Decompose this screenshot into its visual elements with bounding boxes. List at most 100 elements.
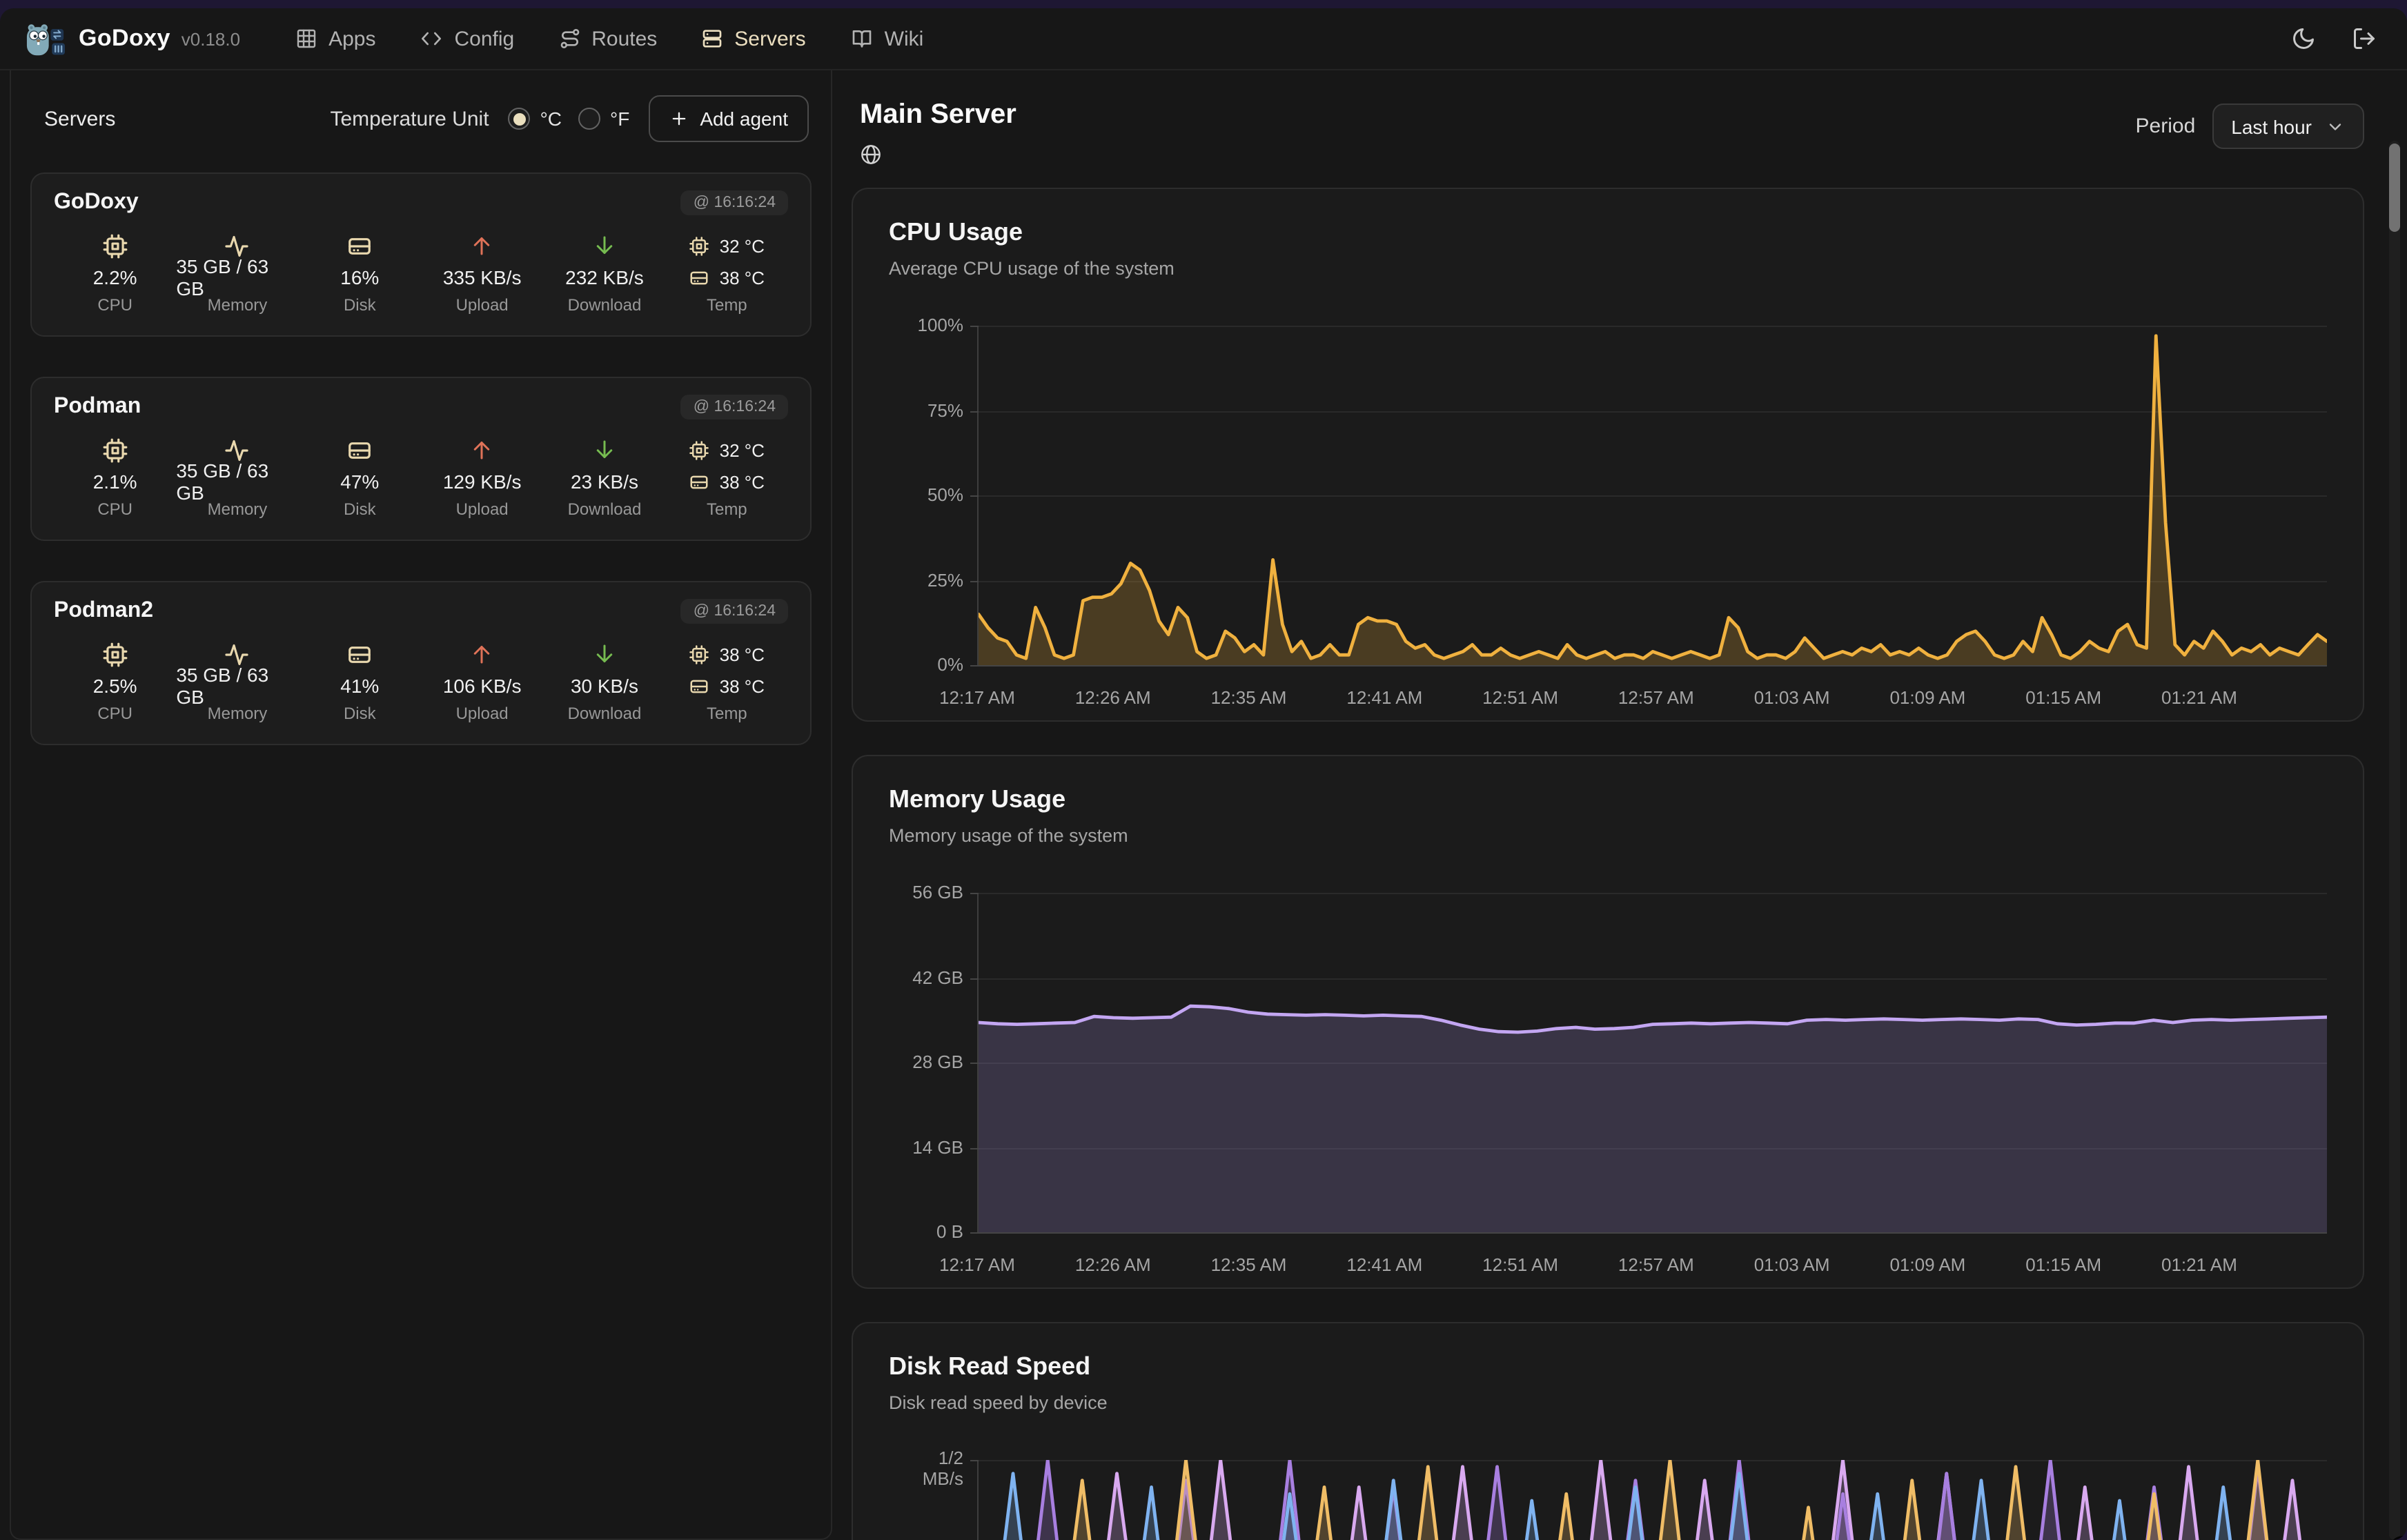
route-icon (558, 28, 580, 50)
gridline (970, 1460, 2327, 1461)
gridline (970, 495, 2327, 497)
disk-temp-value: 38 °C (719, 267, 765, 288)
server-timestamp-badge: @ 16:16:24 (680, 599, 788, 624)
disk-value: 47% (340, 471, 380, 493)
add-agent-button[interactable]: Add agent (649, 95, 809, 142)
y-axis-tick-label: 56 GB (912, 882, 963, 902)
moon-icon (2291, 26, 2316, 51)
logout-icon (2352, 26, 2377, 51)
cpu-temp-value: 32 °C (719, 235, 765, 256)
x-axis-tick-label: 12:57 AM (1618, 687, 1694, 708)
server-card[interactable]: Podman2 @ 16:16:24 2.5% CPU 35 GB / 63 G… (30, 581, 812, 745)
disk-label: Disk (343, 704, 376, 723)
memory-usage-card: Memory Usage Memory usage of the system … (852, 755, 2364, 1289)
server-card[interactable]: Podman @ 16:16:24 2.1% CPU 35 GB / 63 GB… (30, 377, 812, 541)
godoxy-gopher-logo-icon (25, 19, 66, 58)
period-label: Period (2135, 115, 2196, 138)
upload-label: Upload (455, 295, 509, 315)
download-value: 30 KB/s (570, 675, 638, 697)
y-axis-tick-label: 0 B (936, 1221, 963, 1242)
stat-memory: 35 GB / 63 GB Memory (176, 433, 298, 522)
gridline (970, 580, 2327, 582)
collapse-drawer-button[interactable] (2389, 1536, 2407, 1540)
server-card-list: GoDoxy @ 16:16:24 2.2% CPU 35 GB / 63 GB… (11, 161, 831, 756)
gridline (970, 665, 2327, 667)
stat-cpu: 2.1% CPU (54, 433, 176, 522)
cpu-label: CPU (97, 500, 132, 519)
cpu-temp-value: 38 °C (719, 644, 765, 664)
main-scrollbar[interactable] (2389, 141, 2400, 1540)
radio-celsius-label: °C (540, 108, 562, 130)
server-card[interactable]: GoDoxy @ 16:16:24 2.2% CPU 35 GB / 63 GB… (30, 172, 812, 337)
radio-fahrenheit-label: °F (610, 108, 630, 130)
cpu-label: CPU (97, 295, 132, 315)
disk-read-speed-card: Disk Read Speed Disk read speed by devic… (852, 1322, 2364, 1540)
gridline (970, 1232, 2327, 1234)
radio-celsius-circle[interactable] (508, 108, 531, 130)
chart-subtitle: Disk read speed by device (889, 1392, 1108, 1413)
cpu-label: CPU (97, 704, 132, 723)
cpu-temp-value: 32 °C (719, 440, 765, 460)
stat-disk: 47% Disk (299, 433, 421, 522)
servers-panel: Servers Temperature Unit °C °F (10, 70, 832, 1540)
nav-actions (2291, 26, 2377, 51)
download-label: Download (567, 704, 642, 723)
stat-upload: 335 KB/s Upload (421, 229, 543, 317)
radio-fahrenheit-circle[interactable] (578, 108, 600, 130)
nav-item-apps[interactable]: Apps (295, 27, 376, 50)
upload-label: Upload (455, 500, 509, 519)
disk-chart: 1/2 MB/s (889, 1448, 2327, 1540)
nav-item-wiki[interactable]: Wiki (850, 27, 923, 50)
temp-label: Temp (706, 704, 747, 723)
brand[interactable]: GoDoxy v0.18.0 (25, 19, 240, 58)
code-icon (420, 28, 444, 50)
memory-x-axis-labels: 12:17 AM 12:26 AM 12:35 AM 12:41 AM 12:51 AM… (939, 1232, 2327, 1287)
x-axis-tick-label: 01:09 AM (1889, 687, 1966, 708)
theme-toggle-button[interactable] (2291, 26, 2316, 51)
y-axis-tick-label: 25% (927, 569, 963, 590)
x-axis-tick-label: 12:26 AM (1074, 1254, 1151, 1275)
disk-temp-drive-icon (689, 675, 710, 696)
server-name: GoDoxy (54, 190, 139, 214)
disk-plot-area[interactable] (970, 1460, 2327, 1540)
cpu-chart-svg (979, 326, 2327, 665)
upload-value: 106 KB/s (442, 675, 522, 697)
server-timestamp-badge: @ 16:16:24 (680, 395, 788, 419)
upload-value: 129 KB/s (442, 471, 522, 493)
disk-label: Disk (343, 295, 376, 315)
period-select[interactable]: Last hour (2212, 103, 2364, 149)
nav-item-routes[interactable]: Routes (558, 27, 657, 50)
servers-icon (701, 28, 723, 50)
memory-label: Memory (207, 704, 268, 723)
nav-item-servers[interactable]: Servers (701, 27, 806, 50)
memory-label: Memory (207, 500, 268, 519)
stat-download: 23 KB/s Download (543, 433, 665, 522)
radio-celsius[interactable]: °C (508, 108, 562, 130)
x-axis-tick-label: 01:21 AM (2161, 1254, 2237, 1275)
x-axis-tick-label: 12:35 AM (1210, 1254, 1287, 1275)
logout-button[interactable] (2352, 26, 2377, 51)
cpu-y-axis-labels: 100% 75% 50% 25% 0% (889, 315, 977, 675)
cpu-plot-area[interactable] (970, 326, 2327, 667)
stat-temp: 32 °C 38 °C Temp (666, 229, 788, 317)
y-axis-tick-label: 28 GB (912, 1052, 963, 1072)
temperature-unit-label: Temperature Unit (330, 107, 489, 130)
gridline (970, 893, 2327, 894)
nav-item-label: Apps (328, 27, 376, 50)
chart-subtitle: Average CPU usage of the system (889, 258, 1175, 279)
gridline (970, 1147, 2327, 1149)
main-scrollbar-thumb[interactable] (2389, 144, 2400, 232)
cpu-value: 2.1% (92, 471, 137, 493)
radio-fahrenheit[interactable]: °F (578, 108, 629, 130)
upload-value: 335 KB/s (442, 266, 522, 288)
cpu-chip-icon (102, 641, 128, 667)
stat-upload: 106 KB/s Upload (421, 638, 543, 726)
memory-value: 35 GB / 63 GB (176, 255, 269, 299)
gridline (970, 326, 2327, 327)
y-axis-tick-label: 100% (917, 315, 964, 335)
stat-temp: 38 °C 38 °C Temp (666, 638, 788, 726)
memory-plot-area[interactable] (970, 893, 2327, 1234)
nav-item-config[interactable]: Config (420, 27, 514, 50)
y-axis-tick-label: 75% (927, 399, 963, 420)
